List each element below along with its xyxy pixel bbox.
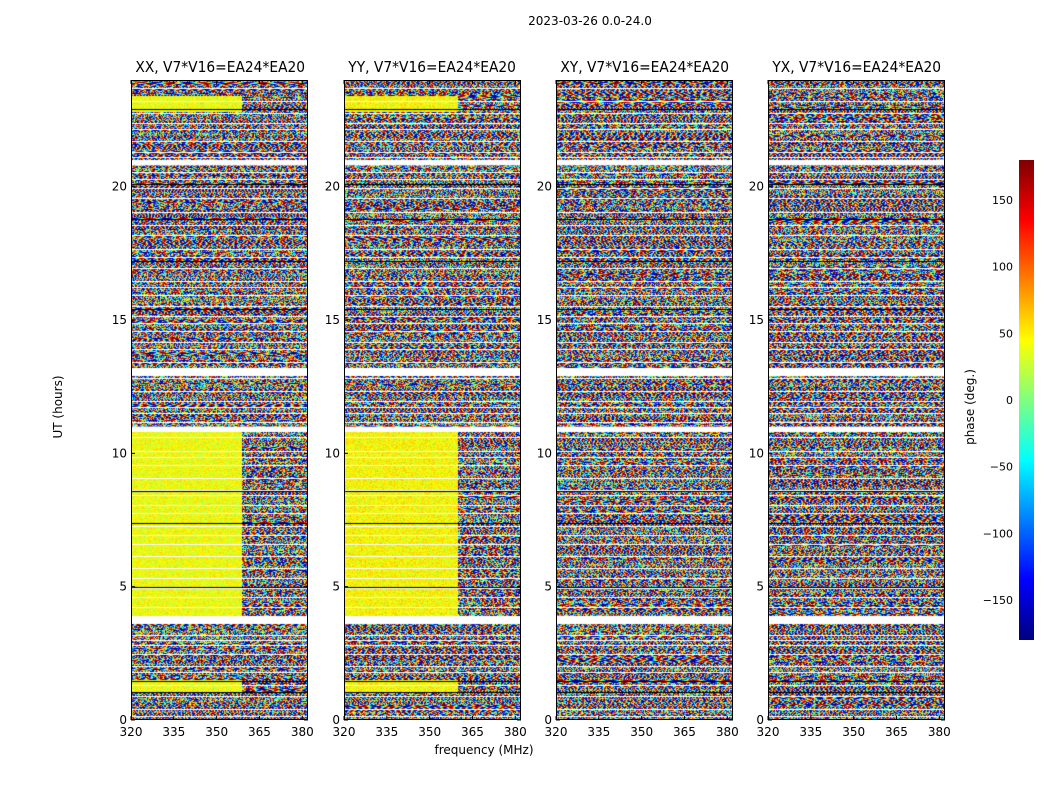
heatmap-panel-xy xyxy=(556,80,733,720)
x-tick-label: 335 xyxy=(799,725,822,739)
colorbar-tick-label: 50 xyxy=(999,327,1013,340)
y-tick-label: 10 xyxy=(112,446,127,460)
x-tick-label: 320 xyxy=(120,725,143,739)
x-tick-label: 365 xyxy=(248,725,271,739)
heatmap-panel-yx xyxy=(768,80,945,720)
y-tick-label: 20 xyxy=(749,180,764,194)
figure-title: 2023-03-26 0.0-24.0 xyxy=(528,14,652,28)
colorbar-tick-label: −150 xyxy=(983,594,1013,607)
x-tick-label: 365 xyxy=(673,725,696,739)
y-tick-label: 15 xyxy=(112,313,127,327)
y-tick-label: 5 xyxy=(332,580,340,594)
colorbar-tick-label: −50 xyxy=(990,461,1013,474)
colorbar-label: phase (deg.) xyxy=(963,369,977,445)
x-tick-label: 350 xyxy=(418,725,441,739)
y-tick-label: 0 xyxy=(332,713,340,727)
colorbar-tick-label: −100 xyxy=(983,527,1013,540)
y-tick-label: 5 xyxy=(119,580,127,594)
x-tick-label: 365 xyxy=(885,725,908,739)
x-tick-label: 335 xyxy=(162,725,185,739)
heatmap-panel-yy xyxy=(344,80,521,720)
y-tick-label: 0 xyxy=(119,713,127,727)
panel-title-yx: YX, V7*V16=EA24*EA20 xyxy=(772,58,942,76)
x-tick-label: 320 xyxy=(757,725,780,739)
x-tick-label: 350 xyxy=(842,725,865,739)
y-tick-label: 15 xyxy=(749,313,764,327)
y-tick-label: 15 xyxy=(537,313,552,327)
y-tick-label: 10 xyxy=(749,446,764,460)
y-tick-label: 15 xyxy=(325,313,340,327)
y-tick-label: 10 xyxy=(325,446,340,460)
panel-title-yy: YY, V7*V16=EA24*EA20 xyxy=(348,58,516,76)
y-tick-label: 20 xyxy=(537,180,552,194)
colorbar xyxy=(1019,160,1034,640)
y-tick-label: 20 xyxy=(325,180,340,194)
y-tick-label: 5 xyxy=(544,580,552,594)
x-tick-label: 365 xyxy=(461,725,484,739)
x-tick-label: 350 xyxy=(630,725,653,739)
x-tick-label: 380 xyxy=(291,725,314,739)
x-tick-label: 335 xyxy=(375,725,398,739)
y-tick-label: 0 xyxy=(544,713,552,727)
x-tick-label: 380 xyxy=(716,725,739,739)
y-tick-label: 20 xyxy=(112,180,127,194)
x-tick-label: 320 xyxy=(333,725,356,739)
colorbar-tick-label: 0 xyxy=(1006,394,1013,407)
y-tick-label: 10 xyxy=(537,446,552,460)
colorbar-tick-label: 150 xyxy=(992,194,1013,207)
colorbar-tick-label: 100 xyxy=(992,261,1013,274)
panel-title-xy: XY, V7*V16=EA24*EA20 xyxy=(560,58,730,76)
x-tick-label: 335 xyxy=(587,725,610,739)
x-axis-label: frequency (MHz) xyxy=(434,743,534,757)
y-axis-label: UT (hours) xyxy=(51,375,65,439)
x-tick-label: 320 xyxy=(545,725,568,739)
x-tick-label: 380 xyxy=(504,725,527,739)
y-tick-label: 5 xyxy=(756,580,764,594)
y-tick-label: 0 xyxy=(756,713,764,727)
panel-title-xx: XX, V7*V16=EA24*EA20 xyxy=(135,58,305,76)
heatmap-panel-xx xyxy=(131,80,308,720)
x-tick-label: 380 xyxy=(928,725,951,739)
x-tick-label: 350 xyxy=(205,725,228,739)
